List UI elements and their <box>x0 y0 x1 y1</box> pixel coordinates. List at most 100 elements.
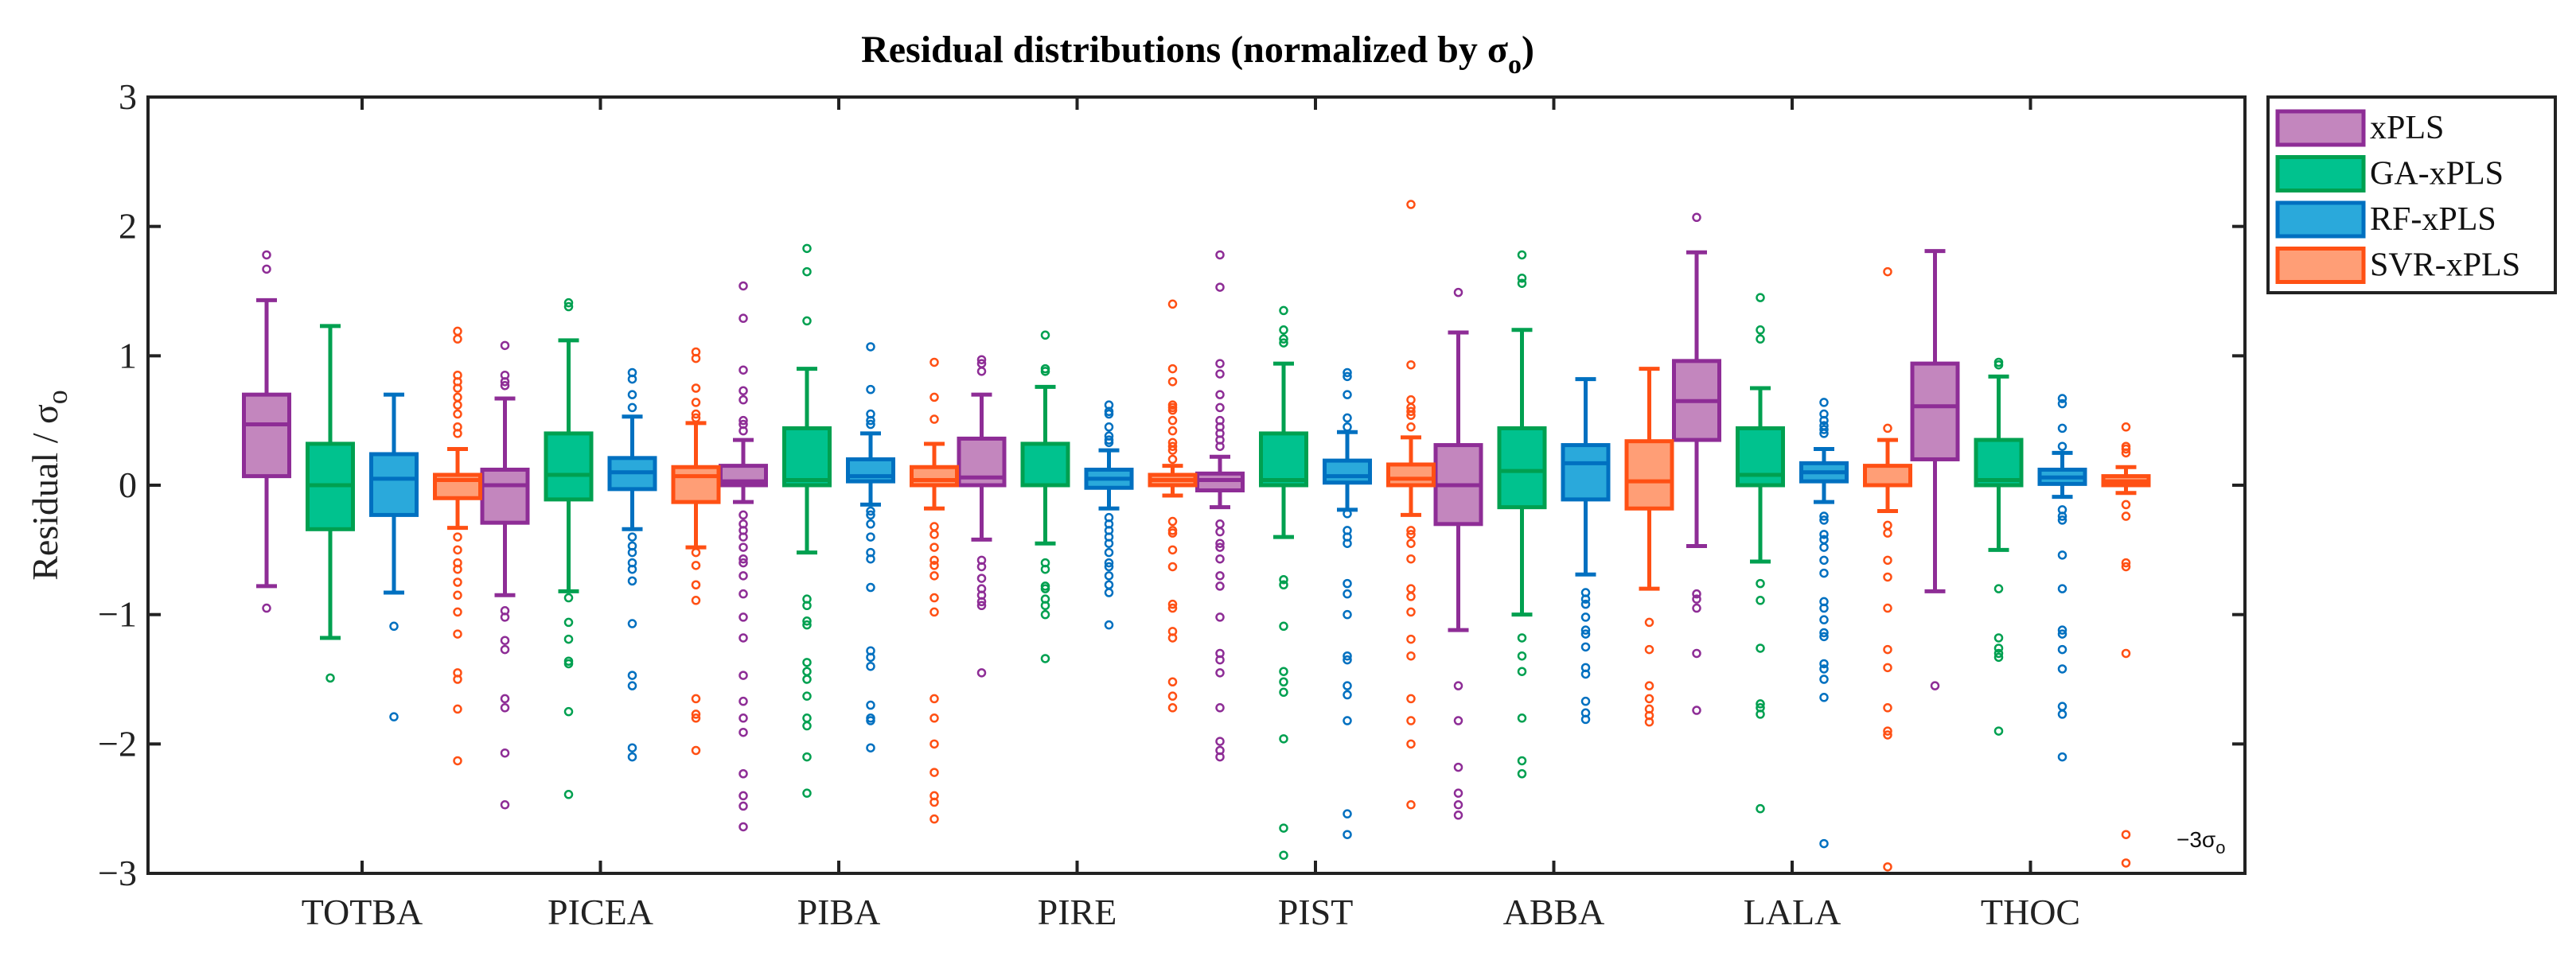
outlier-point <box>1580 629 1591 639</box>
outlier-point <box>1819 603 1829 613</box>
outlier-point <box>739 571 748 581</box>
outlier-point <box>2121 562 2131 572</box>
outlier-point <box>739 801 748 811</box>
outlier-point <box>1167 545 1178 555</box>
outlier-point <box>1819 632 1829 642</box>
box-iqr <box>544 431 594 502</box>
outlier-point <box>739 713 748 723</box>
outlier-point <box>1279 823 1288 833</box>
outlier-point <box>929 814 939 824</box>
legend-swatch-RF-xPLS <box>2275 200 2366 239</box>
outlier-point <box>1406 694 1416 704</box>
outlier-point <box>866 506 875 516</box>
outlier-point <box>1692 589 1701 599</box>
outlier-point <box>1819 615 1829 624</box>
outlier-point <box>739 281 748 291</box>
outlier-point <box>1883 703 1892 713</box>
legend-swatch-xPLS <box>2275 109 2366 147</box>
outlier-point <box>1453 762 1463 772</box>
outlier-point <box>1104 538 1114 548</box>
outlier-point <box>1279 574 1288 585</box>
outlier-point <box>2121 422 2131 432</box>
outlier-point <box>976 573 987 583</box>
outlier-point <box>627 532 637 542</box>
outlier-point <box>1104 588 1114 597</box>
outlier-point <box>691 409 701 419</box>
box-GA-xPLS-PICEA <box>544 297 594 799</box>
outlier-point <box>929 593 939 603</box>
box-RF-xPLS-PIRE <box>1084 400 1134 630</box>
box-GA-xPLS-LALA <box>1736 293 1785 814</box>
outlier-point <box>2121 648 2131 659</box>
outlier-point <box>1819 568 1829 578</box>
outlier-point <box>2057 423 2067 434</box>
outlier-point <box>1343 538 1352 548</box>
legend-label: SVR-xPLS <box>2370 247 2520 284</box>
outlier-point <box>802 601 812 611</box>
box-xPLS-LALA <box>1672 212 1721 715</box>
outlier-point <box>739 365 748 375</box>
outlier-point <box>1279 338 1288 348</box>
outlier-point <box>802 266 812 277</box>
outlier-point <box>2057 584 2067 593</box>
legend-label: GA-xPLS <box>2370 156 2504 192</box>
outlier-point <box>739 822 748 832</box>
box-RF-xPLS-LALA <box>1799 398 1849 849</box>
outlier-point <box>866 342 875 352</box>
outlier-point <box>500 377 510 387</box>
outlier-point <box>1406 395 1416 405</box>
outlier-point <box>1343 509 1352 519</box>
outlier-point <box>1517 667 1527 676</box>
outlier-point <box>1517 273 1527 283</box>
outlier-point <box>1215 250 1225 260</box>
outlier-point <box>1343 413 1352 423</box>
outlier-point <box>1819 425 1829 434</box>
outlier-point <box>1279 325 1288 335</box>
y-tick-label: −2 <box>98 723 137 764</box>
outlier-point <box>627 681 637 690</box>
outlier-point <box>1040 564 1050 574</box>
outlier-point <box>500 380 510 391</box>
box-RF-xPLS-PICEA <box>607 367 657 762</box>
x-tick-label: PIST <box>1278 892 1354 932</box>
outlier-point <box>739 542 748 552</box>
outlier-point <box>563 790 574 799</box>
outlier-point <box>1406 554 1416 564</box>
outlier-point <box>866 532 875 542</box>
outlier-point <box>1517 250 1527 260</box>
outlier-point <box>1644 644 1654 655</box>
box-iqr <box>1910 361 1960 461</box>
outlier-point <box>866 519 875 529</box>
outlier-point <box>929 571 939 581</box>
outlier-point <box>1167 299 1178 309</box>
box-iqr <box>1386 462 1436 488</box>
outlier-point <box>866 716 875 725</box>
box-RF-xPLS-THOC <box>2037 394 2087 762</box>
outlier-point <box>976 601 987 611</box>
x-tick-label: PICEA <box>548 892 653 932</box>
outlier-point <box>2057 629 2067 639</box>
outlier-point <box>1819 664 1829 674</box>
outlier-point <box>691 580 701 590</box>
outlier-point <box>866 700 875 710</box>
outlier-point <box>1167 426 1178 436</box>
outlier-point <box>1104 562 1114 572</box>
box-iqr <box>480 467 530 525</box>
outlier-point <box>866 419 875 430</box>
outlier-point <box>739 768 748 779</box>
outlier-point <box>802 752 812 762</box>
outlier-point <box>453 334 462 344</box>
outlier-point <box>1167 454 1178 465</box>
outlier-point <box>1215 359 1225 368</box>
x-tick-label: ABBA <box>1503 892 1605 932</box>
outlier-point <box>1453 788 1463 798</box>
outlier-point <box>453 607 462 617</box>
outlier-point <box>866 652 875 663</box>
outlier-point <box>1104 571 1114 581</box>
outlier-point <box>1644 617 1654 628</box>
outlier-point <box>1993 584 2004 593</box>
outlier-point <box>739 415 748 426</box>
y-axis-label-subscript: o <box>41 390 73 404</box>
outlier-point <box>1343 681 1352 690</box>
box-SVR-xPLS-TOTBA <box>433 326 482 766</box>
